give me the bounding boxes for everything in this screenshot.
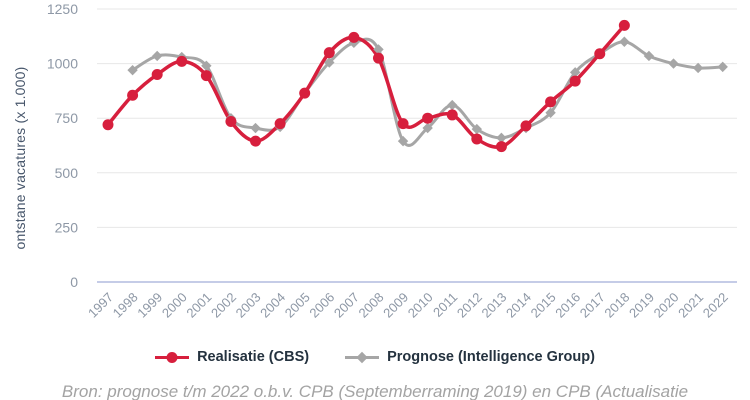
data-point-prognose[interactable]	[201, 60, 212, 71]
data-point-realisatie[interactable]	[397, 118, 409, 130]
data-point-prognose[interactable]	[668, 58, 679, 69]
y-tick-label: 500	[55, 165, 79, 181]
x-tick-label: 2016	[552, 290, 583, 321]
data-point-realisatie[interactable]	[594, 48, 606, 60]
x-tick-label: 2015	[528, 290, 559, 321]
data-point-realisatie[interactable]	[200, 70, 212, 82]
data-point-realisatie[interactable]	[348, 31, 360, 43]
data-point-prognose[interactable]	[151, 50, 163, 62]
data-point-prognose[interactable]	[545, 107, 556, 118]
data-point-realisatie[interactable]	[250, 135, 262, 147]
y-tick-label: 750	[55, 110, 79, 126]
data-point-realisatie[interactable]	[618, 19, 630, 31]
x-tick-label: 1999	[134, 290, 165, 321]
x-tick-label: 2002	[208, 290, 239, 321]
data-point-prognose[interactable]	[397, 135, 409, 147]
x-tick-label: 2003	[233, 290, 264, 321]
data-point-realisatie[interactable]	[471, 133, 483, 145]
y-tick-label: 1250	[47, 1, 78, 17]
data-point-realisatie[interactable]	[569, 75, 581, 87]
source-caption: Bron: prognose t/m 2022 o.b.v. CPB (Sept…	[61, 382, 689, 400]
data-point-prognose[interactable]	[324, 57, 335, 68]
x-tick-label: 2010	[405, 290, 436, 321]
x-tick-label: 2017	[577, 290, 608, 321]
data-point-prognose[interactable]	[471, 123, 483, 135]
data-point-prognose[interactable]	[447, 99, 458, 111]
data-point-realisatie[interactable]	[151, 69, 163, 81]
data-point-prognose[interactable]	[496, 132, 507, 144]
x-tick-label: 2001	[183, 290, 214, 321]
data-point-realisatie[interactable]	[520, 120, 532, 132]
x-tick-label: 2011	[430, 290, 460, 320]
data-point-realisatie[interactable]	[422, 112, 434, 124]
x-tick-label: 2009	[380, 290, 411, 321]
x-tick-label: 2000	[159, 290, 190, 321]
data-point-realisatie[interactable]	[225, 115, 237, 127]
x-tick-label: 2008	[356, 290, 387, 321]
chart-legend: Realisatie (CBS) Prognose (Intelligence …	[0, 349, 750, 365]
x-tick-label: 2013	[478, 290, 509, 321]
legend-circle-icon	[155, 351, 190, 363]
x-tick-label: 2018	[601, 290, 632, 321]
x-tick-label: 2007	[331, 290, 362, 321]
data-point-realisatie[interactable]	[372, 52, 384, 64]
data-point-prognose[interactable]	[717, 61, 728, 73]
x-tick-label: 2021	[675, 290, 706, 321]
legend-label-prognose: Prognose (Intelligence Group)	[387, 349, 595, 365]
data-point-prognose[interactable]	[422, 122, 433, 134]
legend-item-prognose[interactable]: Prognose (Intelligence Group)	[345, 349, 595, 365]
x-tick-label: 2012	[454, 290, 485, 321]
x-tick-label: 2019	[626, 290, 657, 321]
data-point-prognose[interactable]	[373, 44, 384, 55]
x-tick-label: 1997	[85, 290, 116, 321]
data-point-realisatie[interactable]	[102, 119, 114, 131]
data-point-realisatie[interactable]	[299, 87, 311, 99]
legend-item-realisatie[interactable]: Realisatie (CBS)	[155, 349, 309, 365]
x-tick-label: 2022	[700, 290, 731, 321]
legend-label-realisatie: Realisatie (CBS)	[197, 349, 310, 365]
data-point-realisatie[interactable]	[495, 141, 507, 153]
data-point-prognose[interactable]	[569, 67, 581, 78]
data-point-prognose[interactable]	[692, 62, 704, 74]
data-point-realisatie[interactable]	[274, 118, 286, 130]
y-tick-label: 250	[55, 219, 79, 235]
x-tick-label: 1998	[110, 290, 141, 321]
x-tick-label: 2006	[306, 290, 337, 321]
y-tick-label: 0	[70, 274, 78, 290]
y-tick-label: 1000	[47, 56, 78, 72]
data-point-realisatie[interactable]	[323, 47, 335, 59]
x-tick-label: 2014	[503, 290, 534, 321]
x-tick-label: 2004	[257, 290, 288, 321]
data-point-realisatie[interactable]	[545, 96, 557, 108]
data-point-prognose[interactable]	[619, 36, 630, 47]
data-point-realisatie[interactable]	[176, 55, 188, 67]
chart-canvas: 0250500750100012501997199819992000200120…	[47, 1, 737, 321]
x-tick-label: 2020	[651, 290, 682, 321]
data-point-prognose[interactable]	[643, 50, 655, 62]
legend-diamond-icon	[345, 351, 380, 363]
data-point-realisatie[interactable]	[446, 109, 458, 121]
x-tick-label: 2005	[282, 290, 313, 321]
data-point-prognose[interactable]	[250, 122, 261, 134]
data-point-prognose[interactable]	[127, 64, 138, 76]
series-line-realisatie	[106, 23, 627, 149]
data-point-realisatie[interactable]	[127, 89, 139, 101]
